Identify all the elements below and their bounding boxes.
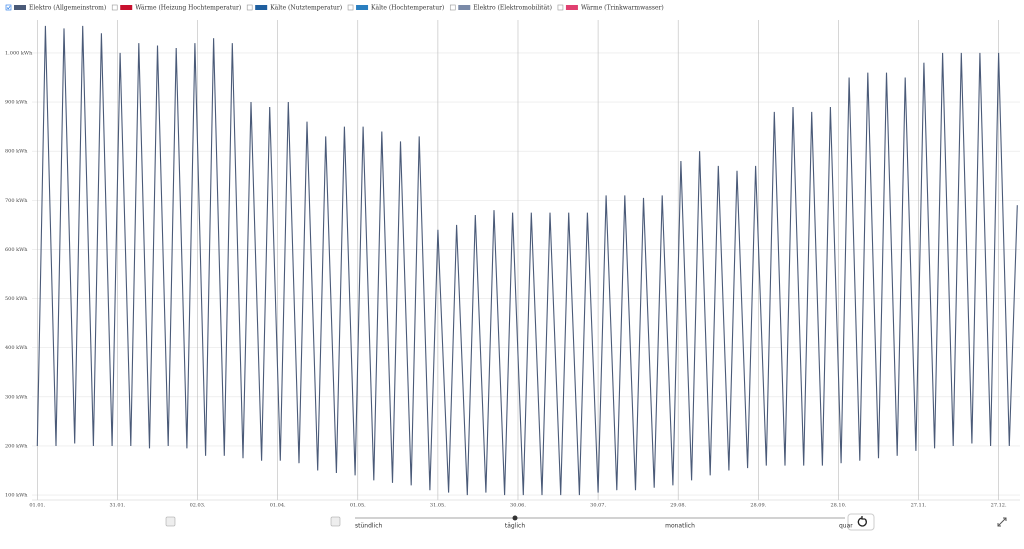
legend-swatch [458, 5, 471, 10]
x-tick-label: 30.07. [590, 503, 606, 509]
y-tick-label: 900 kWh [5, 100, 28, 106]
x-tick-label: 01.04. [270, 503, 286, 509]
legend-label[interactable]: Elektro (Elektromobilität) [473, 5, 552, 12]
expand-icon[interactable] [997, 517, 1007, 527]
resolution-label[interactable]: monatlich [665, 523, 695, 530]
reset-button[interactable] [847, 513, 875, 531]
x-tick-label: 30.06. [510, 503, 526, 509]
x-tick-label: 31.05. [430, 503, 446, 509]
legend-swatch [565, 5, 578, 10]
y-tick-label: 400 kWh [5, 345, 28, 351]
y-tick-label: 700 kWh [5, 198, 28, 204]
y-tick-label: 500 kWh [5, 296, 28, 302]
legend-checkbox[interactable] [347, 4, 354, 11]
legend-checkbox[interactable] [449, 4, 456, 11]
resolution-label[interactable]: quar [839, 523, 853, 530]
y-tick-label: 600 kWh [5, 247, 28, 253]
legend-swatch [14, 5, 26, 10]
y-tick-label: 200 kWh [5, 443, 28, 449]
legend-checkbox[interactable] [557, 4, 564, 11]
y-tick-label: 300 kWh [5, 394, 28, 400]
slider-handle[interactable] [512, 515, 518, 521]
legend-label[interactable]: Wärme (Trinkwarmwasser) [581, 5, 664, 12]
legend-label[interactable]: Kälte (Hochtemperatur) [371, 5, 444, 12]
legend-swatch [356, 5, 369, 10]
calendar-button[interactable] [165, 516, 176, 527]
x-tick-label: 29.08. [670, 503, 686, 509]
y-tick-label: 1.000 kWh [5, 50, 33, 56]
x-tick-label: 27.11. [911, 503, 927, 509]
resolution-label[interactable]: täglich [505, 523, 525, 530]
x-tick-label: 01.05. [350, 503, 366, 509]
legend-swatch [255, 5, 268, 10]
x-tick-label: 02.03. [190, 503, 206, 509]
legend-swatch [120, 5, 133, 10]
data-line [36, 25, 1018, 496]
x-tick-label: 01.01. [29, 503, 45, 509]
legend-label[interactable]: Kälte (Nutztemperatur) [270, 5, 342, 12]
legend-label[interactable]: Wärme (Heizung Hochtemperatur) [135, 5, 241, 12]
x-tick-label: 28.10. [830, 503, 846, 509]
legend-checkbox[interactable] [5, 4, 12, 11]
legend-checkbox[interactable] [111, 4, 118, 11]
x-tick-label: 28.09. [750, 503, 766, 509]
legend-checkbox[interactable] [246, 4, 253, 11]
y-tick-label: 800 kWh [5, 149, 28, 155]
resolution-label[interactable]: stündlich [355, 523, 383, 530]
x-tick-label: 31.01. [109, 503, 125, 509]
y-tick-label: 100 kWh [5, 493, 28, 499]
check-mark [6, 5, 11, 10]
x-tick-label: 27.12. [991, 503, 1007, 509]
legend-label[interactable]: Elektro (Allgemeinstrom) [29, 5, 106, 12]
range-button[interactable] [330, 516, 341, 527]
reset-icon [857, 516, 867, 527]
